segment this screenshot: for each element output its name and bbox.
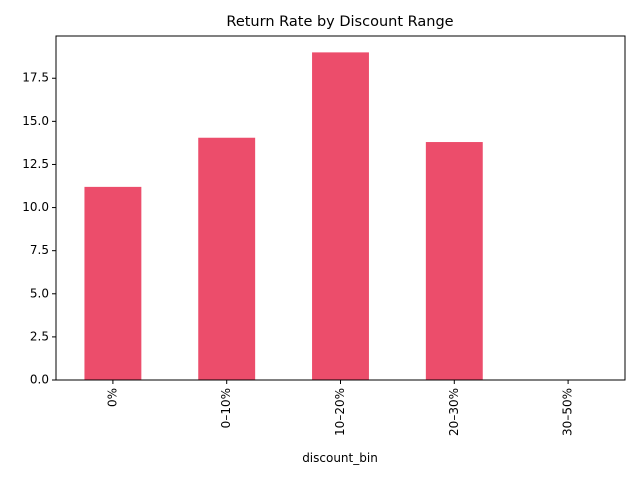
x-tick-label: 20–30% xyxy=(447,388,461,436)
y-tick-label: 0.0 xyxy=(30,373,49,387)
x-tick-label: 0–10% xyxy=(219,388,233,428)
y-tick-label: 7.5 xyxy=(30,243,49,257)
x-tick-label: 30–50% xyxy=(561,388,575,436)
bar xyxy=(198,137,256,380)
y-tick-label: 17.5 xyxy=(22,71,49,85)
plot-frame xyxy=(55,35,626,381)
x-tick-label: 10–20% xyxy=(333,388,347,436)
bars-group xyxy=(84,52,483,380)
chart-title: Return Rate by Discount Range xyxy=(226,14,453,30)
x-axis: 0% 0–10% 10–20% 20–30% 30–50% xyxy=(105,380,575,436)
y-tick-label: 2.5 xyxy=(30,329,49,343)
y-tick-label: 12.5 xyxy=(22,157,49,171)
x-axis-label: discount_bin xyxy=(302,451,378,465)
x-tick-label: 0% xyxy=(105,388,119,407)
bar xyxy=(425,142,483,380)
bar xyxy=(84,186,142,380)
y-tick-label: 10.0 xyxy=(22,200,49,214)
y-axis: 0.0 2.5 5.0 7.5 10.0 12.5 15.0 17.5 xyxy=(22,71,56,387)
y-tick-label: 5.0 xyxy=(30,286,49,300)
y-tick-label: 15.0 xyxy=(22,114,49,128)
bar xyxy=(312,52,369,380)
